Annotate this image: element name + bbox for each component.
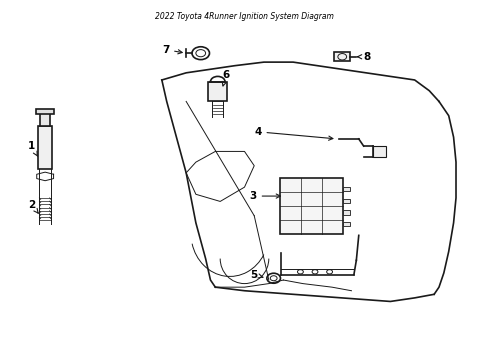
Bar [342, 210, 349, 215]
Bar [334, 52, 349, 62]
Text: 2022 Toyota 4Runner Ignition System Diagram: 2022 Toyota 4Runner Ignition System Diag… [155, 12, 333, 21]
Text: 4: 4 [254, 127, 332, 140]
Bar [372, 146, 385, 157]
Text: 8: 8 [357, 52, 370, 62]
Bar [279, 178, 342, 234]
Bar [207, 82, 227, 102]
Bar [342, 199, 349, 203]
Text: 1: 1 [28, 141, 38, 156]
Text: 6: 6 [222, 69, 229, 86]
Bar [342, 187, 349, 191]
Text: 7: 7 [162, 45, 182, 55]
Text: 5: 5 [250, 270, 263, 280]
Text: 2: 2 [28, 200, 38, 213]
Text: 3: 3 [249, 191, 280, 201]
Bar [40, 112, 50, 126]
Bar [36, 109, 54, 114]
Bar [342, 222, 349, 226]
Bar [38, 126, 52, 169]
